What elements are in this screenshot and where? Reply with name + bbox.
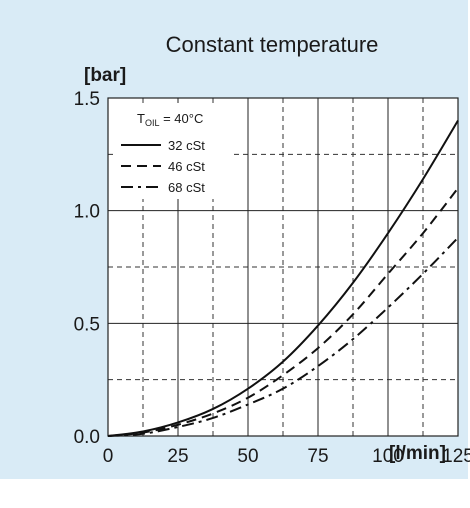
series-lines <box>107 120 459 437</box>
y-tick-label: 1.0 <box>74 202 100 223</box>
legend-title-main: T <box>137 111 145 126</box>
x-tick-label: 125 <box>442 446 470 467</box>
y-tick-label: 1.5 <box>74 89 100 110</box>
legend-box <box>116 103 230 199</box>
legend-entries: 32 cSt 46 cSt 68 cSt <box>121 138 205 195</box>
x-tick-label: 25 <box>167 446 188 467</box>
x-tick-label: 0 <box>103 446 114 467</box>
series-line <box>107 120 459 437</box>
y-tick-label: 0.5 <box>74 314 100 335</box>
x-tick-label: 75 <box>307 446 328 467</box>
x-tick-label: 50 <box>237 446 258 467</box>
x-tick-label: 100 <box>372 446 404 467</box>
plot-frame <box>107 97 459 437</box>
series-line <box>107 237 459 437</box>
grid-lines <box>107 97 459 437</box>
legend-title: TOIL = 40°C <box>137 111 203 128</box>
legend-title-sub: OIL <box>145 118 160 128</box>
legend: TOIL = 40°C 32 cSt 46 cSt 68 cSt <box>116 103 230 199</box>
y-tick-labels: 0.0 0.5 1.0 1.5 <box>74 89 100 448</box>
y-axis-label: [bar] <box>84 65 126 86</box>
y-tick-label: 0.0 <box>74 427 100 448</box>
legend-label: 46 cSt <box>168 159 205 174</box>
x-axis-label: [l/min] <box>389 443 446 464</box>
legend-label: 68 cSt <box>168 180 205 195</box>
x-tick-labels: 0 25 50 75 100 125 <box>103 446 470 467</box>
legend-label: 32 cSt <box>168 138 205 153</box>
legend-title-rest: = 40°C <box>159 111 203 126</box>
chart-title: Constant temperature <box>166 32 379 57</box>
